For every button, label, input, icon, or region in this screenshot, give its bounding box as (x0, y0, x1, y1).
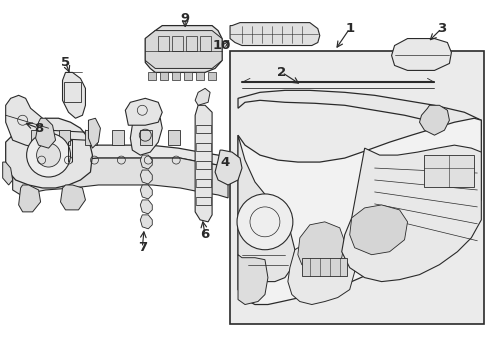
Polygon shape (125, 98, 162, 125)
Polygon shape (13, 158, 228, 198)
Text: 3: 3 (437, 22, 446, 35)
Polygon shape (140, 130, 152, 145)
Text: 6: 6 (200, 228, 210, 241)
Circle shape (237, 194, 293, 250)
Polygon shape (392, 39, 451, 71)
Text: 10: 10 (213, 39, 231, 52)
Polygon shape (89, 118, 100, 148)
Text: 9: 9 (181, 12, 190, 25)
Polygon shape (140, 155, 152, 169)
Polygon shape (140, 215, 152, 229)
Bar (302, 258, 347, 276)
Text: 7: 7 (138, 241, 147, 254)
Polygon shape (298, 222, 345, 270)
Bar (158, 36, 169, 50)
Circle shape (26, 133, 71, 177)
Polygon shape (160, 72, 168, 80)
Polygon shape (36, 118, 55, 148)
Text: 1: 1 (345, 22, 354, 35)
Bar (172, 36, 183, 50)
Polygon shape (112, 130, 124, 145)
Polygon shape (145, 31, 222, 68)
Polygon shape (6, 95, 49, 148)
Polygon shape (342, 145, 481, 282)
Polygon shape (172, 72, 180, 80)
Polygon shape (140, 200, 152, 214)
Bar (424, 155, 474, 187)
Bar (64, 82, 81, 102)
Polygon shape (196, 72, 204, 80)
Circle shape (37, 143, 61, 167)
Polygon shape (13, 145, 228, 172)
Polygon shape (140, 170, 152, 184)
Polygon shape (140, 185, 152, 199)
Polygon shape (350, 205, 408, 255)
Polygon shape (238, 118, 481, 305)
Polygon shape (85, 130, 98, 145)
Polygon shape (419, 105, 449, 135)
Bar (200, 36, 211, 50)
Polygon shape (19, 185, 41, 212)
Text: 2: 2 (277, 66, 287, 79)
Polygon shape (195, 88, 210, 105)
Text: 5: 5 (61, 56, 70, 69)
Polygon shape (2, 162, 13, 185)
Polygon shape (145, 26, 222, 72)
Polygon shape (63, 72, 85, 118)
Polygon shape (61, 185, 85, 210)
Polygon shape (238, 135, 295, 282)
Polygon shape (30, 130, 43, 145)
Polygon shape (215, 150, 242, 185)
Polygon shape (195, 105, 212, 222)
Polygon shape (238, 90, 481, 135)
Polygon shape (288, 238, 355, 305)
Polygon shape (130, 112, 162, 155)
Text: 8: 8 (34, 122, 43, 135)
Bar (186, 36, 197, 50)
Polygon shape (148, 72, 156, 80)
Polygon shape (208, 72, 216, 80)
Polygon shape (184, 72, 192, 80)
Polygon shape (58, 130, 71, 145)
Bar (230, 50, 484, 324)
Polygon shape (230, 23, 320, 45)
Polygon shape (238, 255, 268, 305)
Polygon shape (168, 130, 180, 145)
Text: 4: 4 (220, 156, 230, 168)
Polygon shape (6, 118, 93, 188)
